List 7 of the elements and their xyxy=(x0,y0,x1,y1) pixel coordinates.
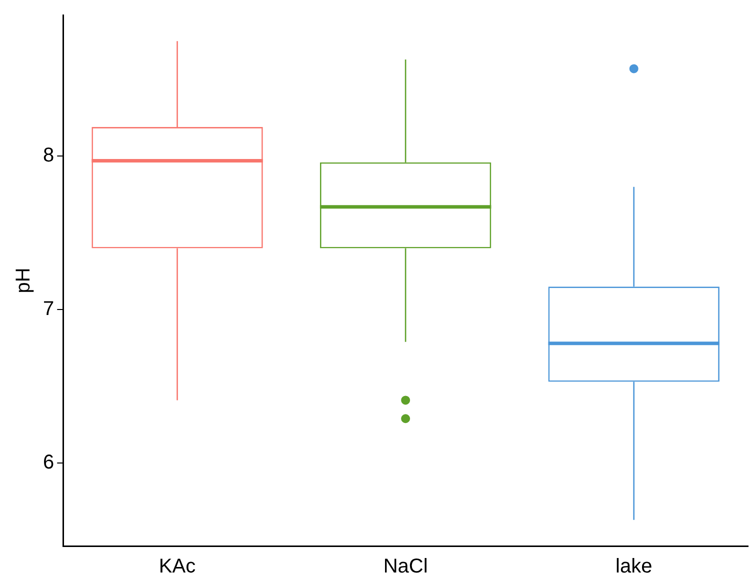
y-tick-label: 8 xyxy=(43,144,54,167)
x-tick-label: lake xyxy=(616,556,652,578)
y-tick-label: 7 xyxy=(43,298,54,320)
y-axis-title: pH xyxy=(12,268,35,294)
x-tick-label: KAc xyxy=(158,556,196,578)
x-tick-label: NaCl xyxy=(383,556,428,578)
y-tick-label: 6 xyxy=(43,452,54,474)
